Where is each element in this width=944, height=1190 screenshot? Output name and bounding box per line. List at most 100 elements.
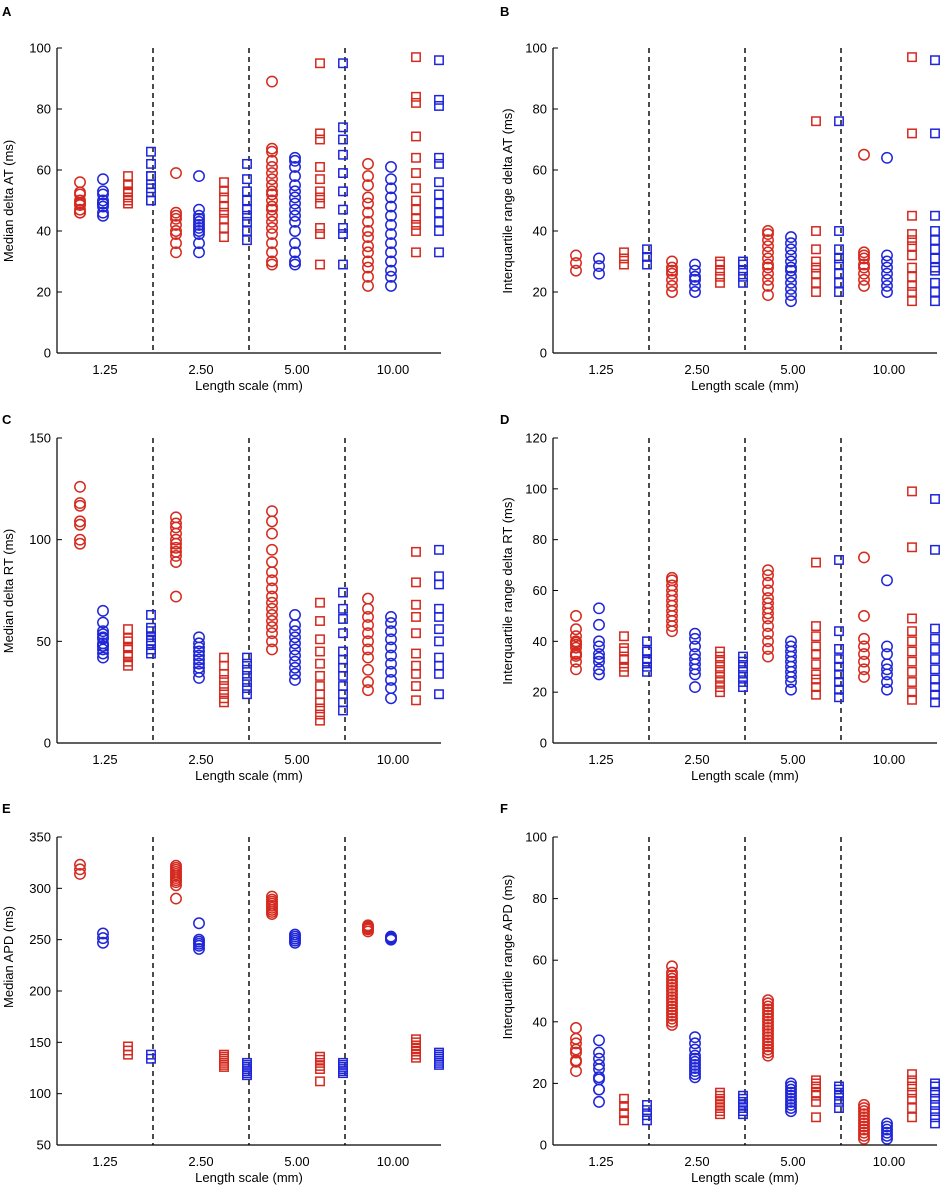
red-square-marker: [715, 1087, 725, 1098]
blue-circle-marker: [385, 237, 397, 250]
red-circle-marker: [570, 635, 582, 648]
blue-square-marker: [642, 1105, 652, 1116]
blue-square-marker: [242, 664, 252, 675]
red-circle-marker: [762, 627, 774, 640]
blue-square-marker: [642, 259, 652, 270]
blue-circle-marker: [289, 674, 301, 686]
blue-square-marker: [338, 670, 348, 681]
red-square-marker: [907, 287, 917, 297]
red-square-marker: [907, 542, 917, 553]
blue-square-marker: [242, 658, 252, 669]
red-circle-marker: [858, 1129, 870, 1142]
red-circle-marker: [762, 273, 774, 286]
x-axis-label: Length scale (mm): [691, 1170, 799, 1185]
x-tick-label: 2.50: [188, 362, 213, 377]
red-circle-marker: [170, 209, 182, 222]
x-axis-label: Length scale (mm): [691, 378, 799, 393]
blue-circle-marker: [689, 632, 701, 645]
red-square-marker: [811, 277, 821, 288]
red-circle-marker: [858, 648, 870, 660]
blue-square-marker: [242, 235, 252, 246]
red-circle-marker: [266, 75, 278, 88]
red-circle-marker: [570, 641, 582, 654]
red-square-marker: [715, 661, 725, 672]
red-square-marker: [715, 1109, 725, 1120]
y-tick-label: 50: [37, 634, 51, 649]
red-circle-marker: [666, 991, 678, 1004]
red-circle-marker: [762, 1022, 774, 1034]
y-tick-label: 40: [37, 224, 51, 239]
red-square-marker: [811, 621, 821, 632]
red-circle-marker: [858, 258, 870, 271]
blue-square-marker: [930, 262, 940, 273]
blue-circle-marker: [193, 649, 205, 662]
red-circle-marker: [666, 267, 678, 280]
red-circle-marker: [266, 237, 278, 250]
red-square-marker: [411, 1034, 421, 1045]
blue-square-marker: [930, 1106, 940, 1117]
red-square-marker: [619, 631, 629, 642]
blue-circle-marker: [785, 237, 797, 250]
red-circle-marker: [170, 879, 182, 892]
red-circle-marker: [858, 1099, 870, 1111]
red-circle-marker: [666, 1018, 678, 1031]
blue-square-marker: [242, 204, 252, 215]
red-square-marker: [411, 195, 421, 206]
blue-square-marker: [642, 1110, 652, 1121]
blue-square-marker: [930, 235, 940, 246]
red-square-marker: [907, 128, 917, 139]
red-square-marker: [715, 259, 725, 270]
blue-circle-marker: [193, 637, 205, 650]
y-tick-label: 60: [37, 163, 51, 178]
red-square-marker: [219, 1049, 229, 1060]
blue-circle-marker: [289, 170, 301, 183]
red-circle-marker: [570, 1037, 582, 1050]
x-tick-label: 2.50: [188, 1154, 213, 1169]
red-circle-marker: [570, 249, 582, 262]
blue-circle-marker: [385, 674, 397, 686]
red-square-marker: [907, 229, 917, 240]
y-tick-label: 0: [540, 736, 547, 751]
red-circle-marker: [762, 228, 774, 241]
red-square-marker: [619, 247, 629, 258]
blue-circle-marker: [593, 648, 605, 660]
blue-circle-marker: [785, 635, 797, 648]
blue-square-marker: [338, 587, 348, 598]
blue-circle-marker: [385, 625, 397, 638]
red-circle-marker: [266, 893, 278, 906]
x-tick-label: 1.25: [92, 362, 117, 377]
blue-circle-marker: [385, 218, 397, 231]
blue-circle-marker: [97, 209, 109, 222]
blue-square-marker: [242, 226, 252, 236]
y-tick-label: 40: [533, 634, 547, 649]
blue-circle-marker: [97, 631, 109, 644]
red-square-marker: [907, 677, 917, 687]
red-square-marker: [219, 660, 229, 671]
blue-square-marker: [242, 186, 252, 197]
y-tick-label: 100: [29, 1086, 51, 1101]
red-circle-marker: [666, 1003, 678, 1016]
red-square-marker: [219, 681, 229, 692]
blue-square-marker: [834, 684, 844, 695]
red-circle-marker: [362, 246, 374, 259]
blue-circle-marker: [593, 1095, 605, 1108]
red-square-marker: [411, 660, 421, 671]
y-tick-label: 150: [29, 431, 51, 446]
blue-square-marker: [834, 654, 844, 665]
red-circle-marker: [762, 289, 774, 301]
blue-square-marker: [834, 116, 844, 127]
blue-square-marker: [738, 666, 748, 677]
red-circle-marker: [266, 543, 278, 556]
red-circle-marker: [762, 597, 774, 610]
blue-circle-marker: [881, 1120, 893, 1133]
y-axis-label: Median delta RT (ms): [1, 529, 16, 654]
red-circle-marker: [858, 1114, 870, 1127]
blue-circle-marker: [785, 264, 797, 277]
red-circle-marker: [666, 579, 678, 592]
blue-circle-marker: [593, 635, 605, 648]
blue-circle-marker: [881, 273, 893, 286]
red-square-marker: [811, 674, 821, 685]
red-circle-marker: [666, 261, 678, 274]
red-square-marker: [315, 223, 325, 233]
x-tick-label: 2.50: [684, 1154, 709, 1169]
